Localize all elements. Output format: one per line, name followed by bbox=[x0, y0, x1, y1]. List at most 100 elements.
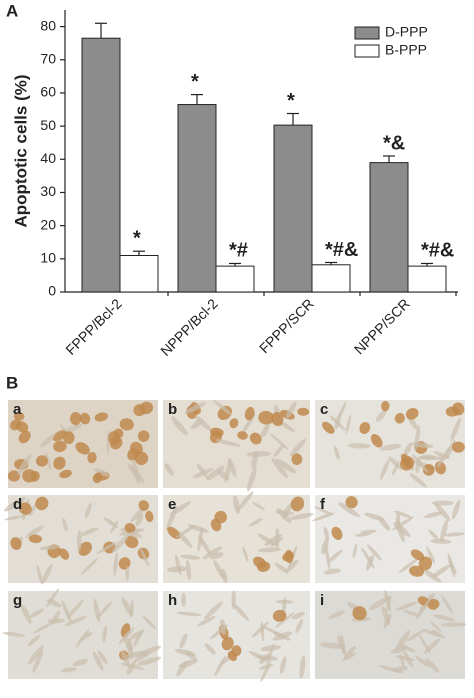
cell bbox=[275, 458, 297, 474]
cell bbox=[443, 532, 466, 537]
cell bbox=[379, 443, 402, 451]
micrograph bbox=[3, 495, 158, 585]
cell bbox=[427, 599, 440, 610]
cell bbox=[60, 667, 77, 673]
cell bbox=[92, 472, 103, 484]
panel-label: A bbox=[6, 1, 18, 20]
cell bbox=[390, 646, 407, 654]
bar bbox=[407, 265, 447, 293]
cell bbox=[419, 454, 436, 461]
cell bbox=[46, 588, 59, 608]
cell bbox=[28, 503, 37, 517]
cell bbox=[431, 629, 446, 639]
legend-swatch bbox=[354, 26, 380, 40]
cell bbox=[10, 537, 22, 550]
cell bbox=[124, 636, 133, 653]
cell bbox=[273, 631, 291, 641]
cell bbox=[80, 527, 99, 536]
cell bbox=[290, 496, 305, 512]
cell bbox=[345, 496, 358, 509]
error-bar bbox=[325, 261, 337, 265]
y-tick-label: 60 bbox=[40, 84, 56, 100]
cell bbox=[286, 401, 297, 419]
micrograph bbox=[163, 590, 310, 683]
cell bbox=[440, 519, 449, 543]
image-label: a bbox=[13, 401, 22, 418]
cell bbox=[137, 645, 162, 657]
cell bbox=[327, 549, 343, 563]
cell bbox=[274, 562, 289, 574]
cell bbox=[231, 602, 250, 622]
cell bbox=[64, 615, 87, 627]
legend-label: B-PPP bbox=[385, 42, 427, 58]
cell bbox=[347, 443, 371, 449]
image-label: d bbox=[13, 496, 22, 513]
cell bbox=[237, 491, 254, 511]
cell bbox=[370, 434, 383, 448]
cell bbox=[429, 620, 442, 633]
y-axis-label: Apoptotic cells (%) bbox=[11, 74, 30, 227]
image-background bbox=[315, 400, 465, 488]
cell bbox=[297, 407, 310, 416]
cell bbox=[354, 533, 372, 537]
cell bbox=[411, 453, 428, 473]
cell bbox=[331, 526, 343, 540]
bar bbox=[369, 162, 409, 293]
bar bbox=[119, 255, 159, 293]
cell bbox=[388, 456, 403, 470]
cell bbox=[87, 452, 97, 464]
cell bbox=[139, 547, 150, 567]
cell bbox=[431, 500, 454, 506]
cell bbox=[63, 431, 75, 445]
cell bbox=[345, 415, 351, 434]
cell bbox=[36, 455, 48, 467]
bar bbox=[311, 264, 351, 293]
cell bbox=[212, 399, 233, 416]
cell bbox=[434, 502, 451, 522]
cell bbox=[217, 470, 230, 480]
cell bbox=[69, 412, 82, 426]
cell bbox=[428, 529, 439, 541]
cell bbox=[399, 653, 405, 669]
cell bbox=[393, 665, 408, 673]
cell bbox=[423, 511, 443, 519]
cell bbox=[231, 645, 242, 657]
cell bbox=[27, 645, 45, 665]
cell bbox=[120, 650, 131, 668]
cell bbox=[328, 610, 345, 619]
cell bbox=[94, 412, 108, 422]
cell bbox=[206, 465, 225, 481]
y-tick-label: 80 bbox=[40, 17, 56, 33]
cell bbox=[251, 450, 259, 470]
cell bbox=[415, 655, 431, 668]
cell bbox=[395, 601, 418, 611]
cell bbox=[440, 622, 467, 627]
cell bbox=[422, 628, 442, 638]
cell bbox=[39, 545, 60, 551]
cell bbox=[130, 507, 145, 522]
cell bbox=[18, 430, 31, 444]
cell bbox=[126, 531, 143, 538]
cell bbox=[352, 543, 358, 559]
cell bbox=[339, 634, 346, 655]
cell bbox=[180, 554, 201, 560]
cell bbox=[383, 613, 392, 629]
y-tick-label: 40 bbox=[40, 150, 56, 166]
cell bbox=[237, 431, 248, 440]
cell bbox=[285, 559, 299, 573]
cell bbox=[67, 599, 84, 619]
cell bbox=[248, 518, 263, 527]
cell bbox=[352, 606, 367, 621]
micrograph bbox=[163, 491, 314, 583]
cell bbox=[376, 410, 387, 422]
significance-label: *#& bbox=[421, 240, 454, 262]
significance-label: * bbox=[133, 227, 141, 249]
cell bbox=[441, 595, 453, 614]
cell bbox=[119, 418, 134, 431]
cell bbox=[167, 526, 181, 540]
cell bbox=[17, 454, 32, 476]
cell bbox=[84, 502, 92, 519]
cell bbox=[40, 434, 55, 448]
